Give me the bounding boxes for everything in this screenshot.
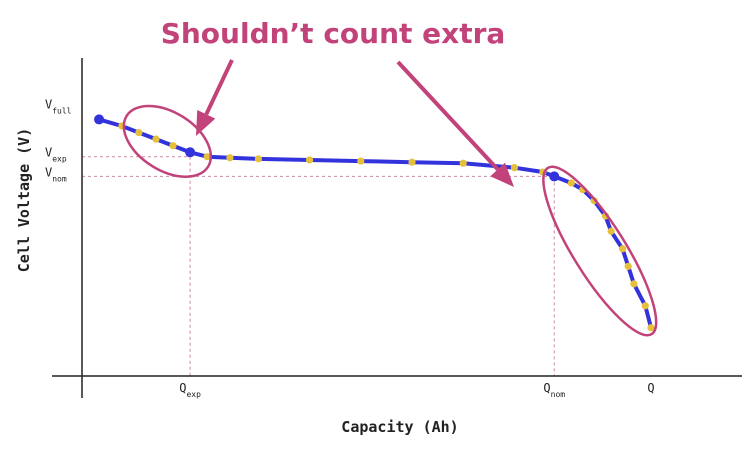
arrow-left-head bbox=[196, 110, 216, 136]
data-point bbox=[254, 155, 262, 163]
y-tick-label: Vnom bbox=[45, 165, 67, 183]
series-line bbox=[97, 117, 653, 330]
data-point bbox=[624, 262, 632, 270]
data-point bbox=[510, 164, 519, 172]
x-tick-label: Qnom bbox=[543, 381, 565, 399]
x-tick-label: Qexp bbox=[179, 381, 201, 399]
data-point bbox=[152, 135, 160, 143]
arrow-right-head bbox=[490, 162, 514, 187]
data-point bbox=[135, 128, 143, 137]
key-point bbox=[94, 114, 105, 125]
arrow-right-shaft bbox=[396, 60, 500, 171]
data-point bbox=[641, 302, 649, 310]
data-point bbox=[357, 157, 365, 165]
data-point bbox=[647, 324, 655, 332]
callouts bbox=[122, 104, 658, 337]
annotation-title: Shouldn’t count extra bbox=[161, 17, 506, 50]
callout-ellipse-right bbox=[542, 165, 658, 337]
data-point bbox=[203, 153, 211, 161]
data-point bbox=[169, 142, 177, 150]
data-point bbox=[408, 158, 416, 166]
guides bbox=[82, 156, 555, 376]
data-point bbox=[226, 154, 234, 162]
y-tick-label: Vfull bbox=[45, 97, 72, 115]
arrow-left-shaft bbox=[204, 59, 234, 116]
y-axis-title: Cell Voltage (V) bbox=[15, 128, 33, 273]
series bbox=[94, 114, 655, 332]
key-point bbox=[185, 147, 196, 158]
data-point bbox=[607, 227, 615, 235]
callout-ellipse-left bbox=[122, 104, 213, 178]
x-tick-label: Q bbox=[647, 381, 654, 395]
data-point bbox=[305, 156, 314, 164]
data-point bbox=[567, 179, 575, 187]
key-point bbox=[549, 171, 560, 182]
data-point bbox=[630, 280, 638, 288]
data-point bbox=[459, 159, 467, 167]
x-axis-title: Capacity (Ah) bbox=[341, 418, 458, 436]
y-tick-label: Vexp bbox=[45, 146, 67, 164]
arrows bbox=[196, 59, 514, 187]
data-point bbox=[618, 245, 627, 253]
